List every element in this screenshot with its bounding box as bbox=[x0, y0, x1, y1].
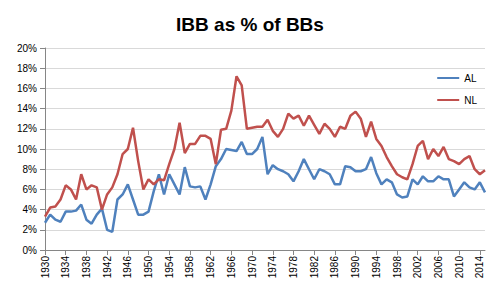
svg-text:1950: 1950 bbox=[143, 256, 154, 279]
svg-text:18%: 18% bbox=[17, 63, 37, 74]
svg-text:2014: 2014 bbox=[474, 256, 485, 279]
svg-text:NL: NL bbox=[464, 95, 477, 106]
svg-text:2%: 2% bbox=[23, 224, 38, 235]
svg-text:1930: 1930 bbox=[40, 256, 51, 279]
svg-text:1978: 1978 bbox=[288, 256, 299, 279]
svg-text:1986: 1986 bbox=[329, 256, 340, 279]
svg-text:1994: 1994 bbox=[371, 256, 382, 279]
svg-text:8%: 8% bbox=[23, 164, 38, 175]
svg-text:1946: 1946 bbox=[122, 256, 133, 279]
svg-text:1938: 1938 bbox=[81, 256, 92, 279]
svg-text:20%: 20% bbox=[17, 43, 37, 54]
svg-text:2010: 2010 bbox=[454, 256, 465, 279]
svg-text:1982: 1982 bbox=[309, 256, 320, 279]
svg-text:12%: 12% bbox=[17, 123, 37, 134]
svg-text:4%: 4% bbox=[23, 204, 38, 215]
svg-text:1942: 1942 bbox=[102, 256, 113, 279]
svg-text:1998: 1998 bbox=[392, 256, 403, 279]
svg-text:1970: 1970 bbox=[247, 256, 258, 279]
svg-text:2006: 2006 bbox=[433, 256, 444, 279]
svg-text:10%: 10% bbox=[17, 144, 37, 155]
svg-text:0%: 0% bbox=[23, 245, 38, 256]
svg-text:1990: 1990 bbox=[350, 256, 361, 279]
svg-text:1962: 1962 bbox=[205, 256, 216, 279]
svg-text:AL: AL bbox=[464, 73, 477, 84]
svg-text:14%: 14% bbox=[17, 103, 37, 114]
svg-text:1954: 1954 bbox=[164, 256, 175, 279]
svg-text:2002: 2002 bbox=[412, 256, 423, 279]
svg-text:16%: 16% bbox=[17, 83, 37, 94]
svg-text:1966: 1966 bbox=[226, 256, 237, 279]
svg-text:6%: 6% bbox=[23, 184, 38, 195]
svg-text:1958: 1958 bbox=[184, 256, 195, 279]
svg-text:IBB as % of BBs: IBB as % of BBs bbox=[176, 14, 324, 35]
svg-text:1974: 1974 bbox=[267, 256, 278, 279]
svg-text:1934: 1934 bbox=[60, 256, 71, 279]
